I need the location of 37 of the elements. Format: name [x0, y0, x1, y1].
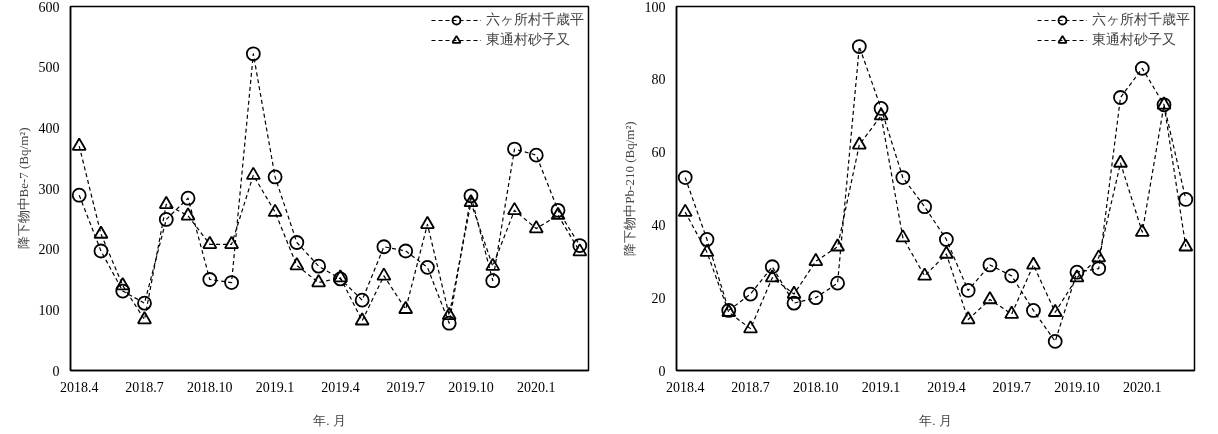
x-tick-label: 2018.7: [731, 379, 770, 395]
y-tick-label: 600: [38, 0, 60, 15]
x-tick-label: 2019.7: [992, 379, 1031, 395]
y-tick-label: 100: [644, 0, 666, 15]
legend-label: 東通村砂子又: [1092, 31, 1176, 49]
y-tick-label: 20: [651, 290, 666, 306]
y-tick-label: 500: [38, 60, 60, 76]
x-tick-label: 2019.10: [448, 379, 494, 395]
y-tick-label: 400: [38, 120, 60, 136]
x-axis-title: 年. 月: [313, 412, 346, 428]
x-tick-label: 2019.4: [927, 379, 966, 395]
x-tick-label: 2019.4: [321, 379, 360, 395]
legend-label: 東通村砂子又: [486, 31, 570, 49]
x-tick-label: 2018.10: [793, 379, 839, 395]
x-tick-label: 2019.1: [255, 379, 295, 395]
x-tick-label: 2018.4: [665, 379, 705, 395]
y-tick-label: 200: [38, 242, 60, 258]
y-tick-label: 40: [651, 217, 666, 233]
y-tick-label: 60: [651, 145, 666, 161]
y-tick-label: 0: [52, 363, 60, 379]
y-tick-label: 300: [38, 181, 60, 197]
x-axis-title: 年. 月: [919, 412, 952, 428]
x-tick-label: 2019.10: [1054, 379, 1100, 395]
y-axis-title: 降下物中Be-7 (Bq/m²): [15, 127, 31, 250]
y-axis-title: 降下物中Pb-210 (Bq/m²): [621, 121, 637, 256]
x-tick-label: 2020.1: [517, 379, 556, 395]
x-tick-label: 2018.10: [187, 379, 233, 395]
y-tick-label: 100: [38, 302, 60, 318]
legend-label: 六ヶ所村千歳平: [486, 11, 584, 29]
legend-label: 六ヶ所村千歳平: [1092, 11, 1190, 29]
x-tick-label: 2018.4: [59, 379, 99, 395]
y-tick-label: 80: [651, 72, 666, 88]
x-tick-label: 2020.1: [1123, 379, 1162, 395]
x-tick-label: 2018.7: [125, 379, 164, 395]
x-tick-label: 2019.7: [386, 379, 425, 395]
x-tick-label: 2019.1: [861, 379, 901, 395]
y-tick-label: 0: [658, 363, 666, 379]
